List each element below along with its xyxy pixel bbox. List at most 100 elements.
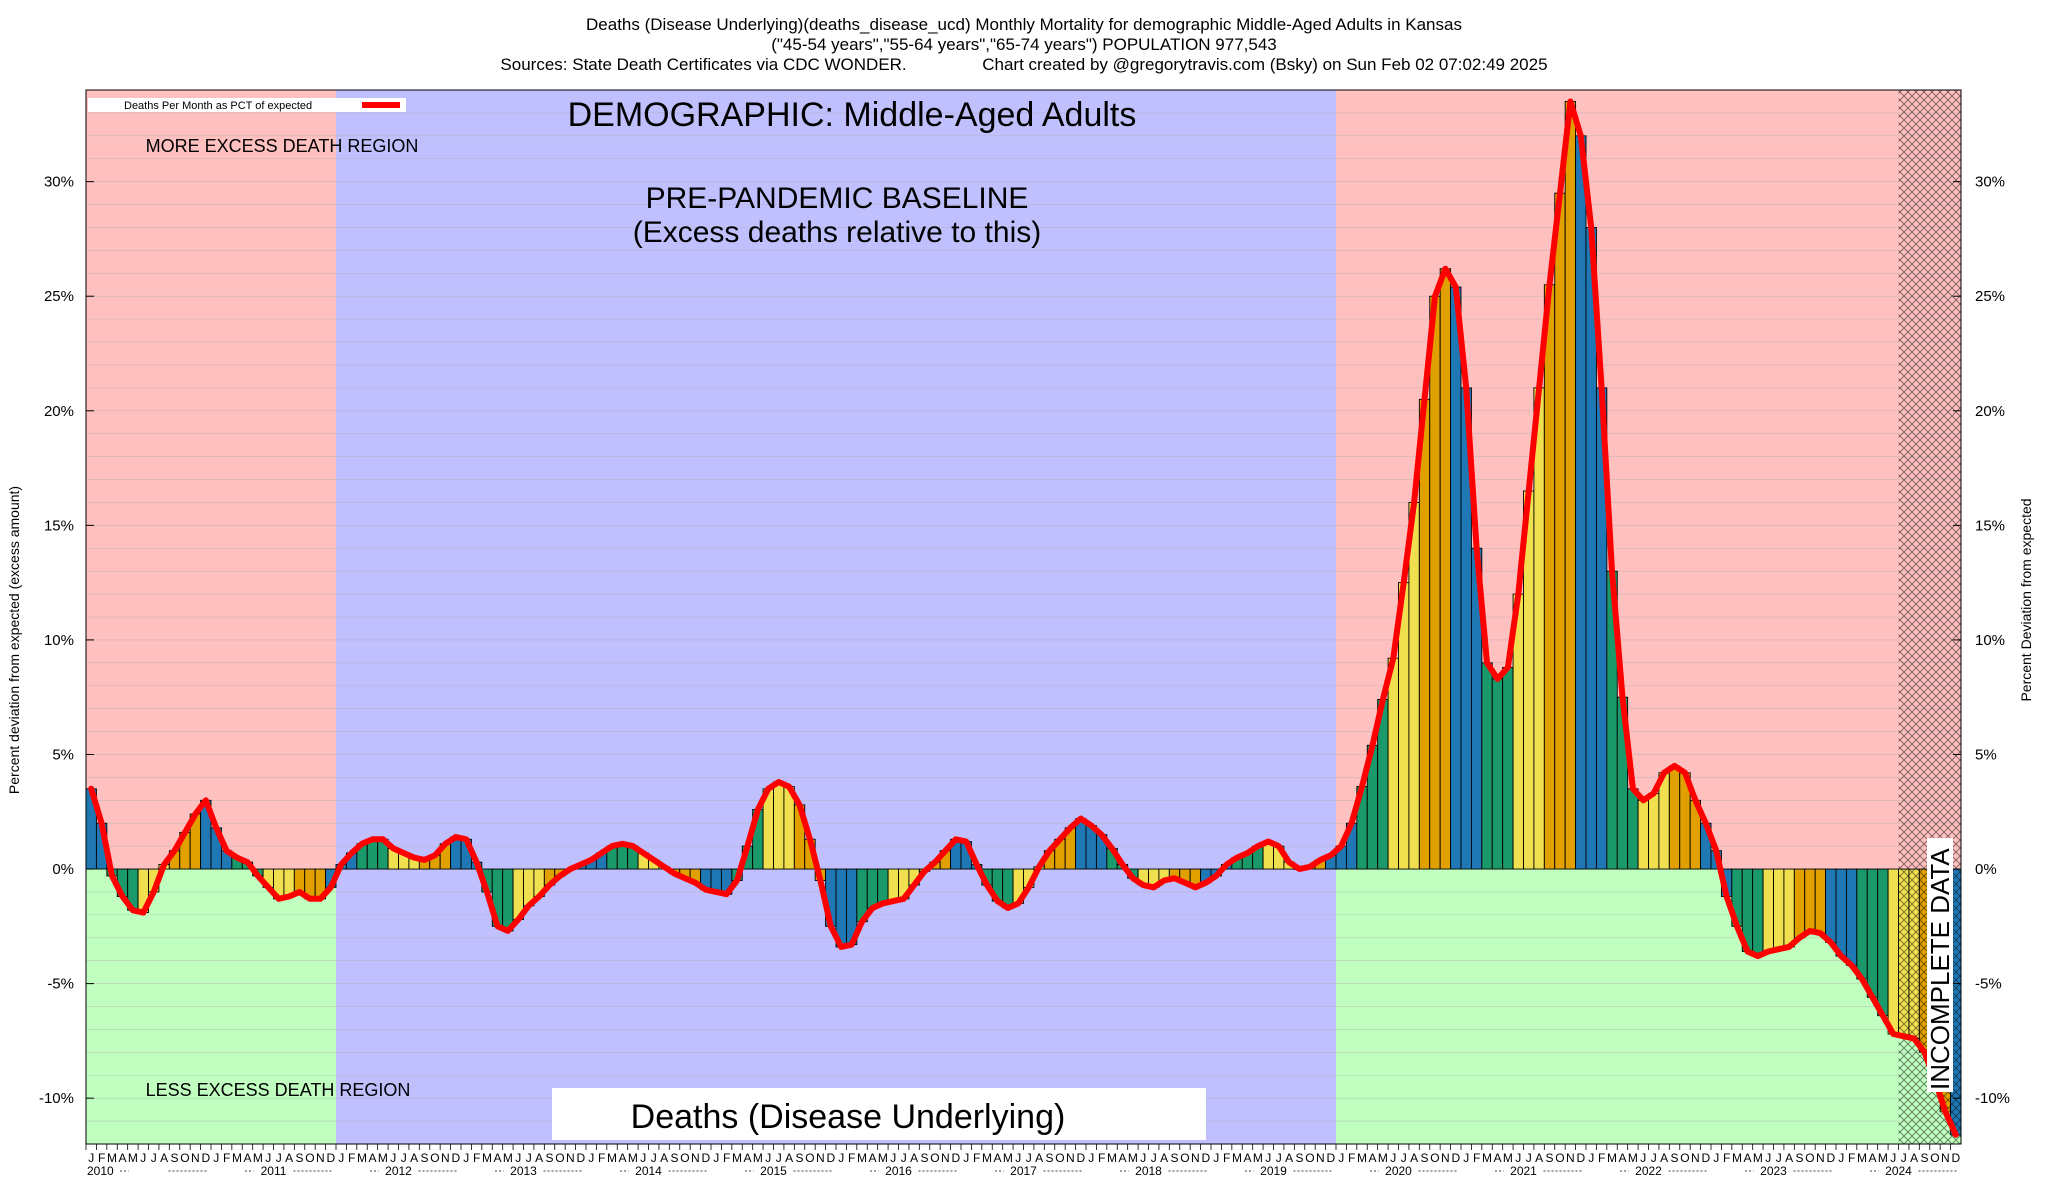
x-year-label: 2013 xyxy=(510,1164,537,1178)
x-year-label: 2016 xyxy=(885,1164,912,1178)
x-month-label: J xyxy=(838,1151,844,1165)
x-month-label: A xyxy=(410,1151,418,1165)
less-excess-label: LESS EXCESS DEATH REGION xyxy=(146,1080,411,1100)
x-month-label: O xyxy=(180,1151,189,1165)
x-month-label: D xyxy=(201,1151,210,1165)
x-month-label: F xyxy=(473,1151,480,1165)
x-month-label: J xyxy=(588,1151,594,1165)
bar xyxy=(1773,868,1785,950)
incomplete-label-box xyxy=(1927,838,1953,1092)
x-month-label: J xyxy=(1390,1151,1396,1165)
x-month-label: S xyxy=(546,1151,554,1165)
x-month-label: D xyxy=(1701,1151,1710,1165)
x-month-label: J xyxy=(526,1151,532,1165)
x-month-label: S xyxy=(921,1151,929,1165)
x-month-label: A xyxy=(743,1151,751,1165)
y-tick-label-right: 5% xyxy=(1975,746,1997,763)
x-month-label: J xyxy=(1713,1151,1719,1165)
x-month-label: M xyxy=(753,1151,763,1165)
x-month-label: M xyxy=(378,1151,388,1165)
x-month-label: J xyxy=(390,1151,396,1165)
y-tick-label-left: -10% xyxy=(39,1090,74,1107)
x-month-label: A xyxy=(493,1151,501,1165)
x-month-label: D xyxy=(951,1151,960,1165)
x-month-label: A xyxy=(1118,1151,1126,1165)
bar xyxy=(1408,501,1420,870)
x-month-label: N xyxy=(566,1151,575,1165)
x-month-label: J xyxy=(213,1151,219,1165)
x-month-label: N xyxy=(816,1151,825,1165)
x-month-label: J xyxy=(713,1151,719,1165)
bar xyxy=(1648,792,1660,870)
x-month-label: M xyxy=(1482,1151,1492,1165)
x-month-label: O xyxy=(1680,1151,1689,1165)
bar xyxy=(1877,868,1889,1017)
x-month-label: J xyxy=(1588,1151,1594,1165)
x-month-label: F xyxy=(1098,1151,1105,1165)
bar xyxy=(1856,868,1868,980)
x-month-label: S xyxy=(421,1151,429,1165)
bar xyxy=(1752,868,1764,957)
x-month-label: F xyxy=(223,1151,230,1165)
x-month-label: A xyxy=(1160,1151,1168,1165)
x-month-label: M xyxy=(1253,1151,1263,1165)
y-tick-label-right: 10% xyxy=(1975,632,2005,649)
x-year-label: 2014 xyxy=(635,1164,662,1178)
baseline-label: PRE-PANDEMIC BASELINE xyxy=(646,182,1029,215)
bar xyxy=(1627,788,1639,870)
x-month-label: D xyxy=(1576,1151,1585,1165)
bar xyxy=(1887,868,1899,1035)
bar xyxy=(1481,662,1493,870)
x-month-label: O xyxy=(1430,1151,1439,1165)
x-month-label: N xyxy=(1691,1151,1700,1165)
x-month-label: J xyxy=(640,1151,646,1165)
x-month-label: J xyxy=(1015,1151,1021,1165)
x-month-label: A xyxy=(1743,1151,1751,1165)
x-month-label: M xyxy=(1857,1151,1867,1165)
x-month-label: F xyxy=(723,1151,730,1165)
x-month-label: J xyxy=(401,1151,407,1165)
x-month-label: O xyxy=(1805,1151,1814,1165)
x-month-label: J xyxy=(1651,1151,1657,1165)
x-month-label: J xyxy=(1901,1151,1907,1165)
x-month-label: N xyxy=(1441,1151,1450,1165)
bar xyxy=(866,868,879,909)
x-month-label: J xyxy=(338,1151,344,1165)
x-month-label: F xyxy=(598,1151,605,1165)
x-month-label: J xyxy=(1338,1151,1344,1165)
bar xyxy=(1554,192,1566,870)
x-month-label: J xyxy=(1776,1151,1782,1165)
bar xyxy=(1804,868,1816,932)
x-month-label: F xyxy=(1473,1151,1480,1165)
x-month-label: M xyxy=(607,1151,617,1165)
x-month-label: A xyxy=(1785,1151,1793,1165)
x-month-label: A xyxy=(1910,1151,1918,1165)
bottom-label-box xyxy=(552,1088,1206,1140)
x-year-label: 2019 xyxy=(1260,1164,1287,1178)
x-month-label: D xyxy=(1076,1151,1085,1165)
x-month-label: A xyxy=(1285,1151,1293,1165)
x-month-label: J xyxy=(1213,1151,1219,1165)
x-month-label: S xyxy=(1796,1151,1804,1165)
x-month-label: J xyxy=(1265,1151,1271,1165)
x-month-label: M xyxy=(982,1151,992,1165)
x-month-label: F xyxy=(348,1151,355,1165)
x-month-label: J xyxy=(1640,1151,1646,1165)
y-tick-label-right: -10% xyxy=(1975,1090,2010,1107)
bar xyxy=(1793,868,1806,939)
x-month-label: M xyxy=(232,1151,242,1165)
x-month-label: D xyxy=(1326,1151,1335,1165)
x-month-label: O xyxy=(1555,1151,1564,1165)
x-month-label: S xyxy=(796,1151,804,1165)
trend-line xyxy=(88,98,1959,1138)
x-month-label: S xyxy=(1671,1151,1679,1165)
x-month-label: M xyxy=(503,1151,513,1165)
x-month-label: A xyxy=(1035,1151,1043,1165)
x-month-label: A xyxy=(285,1151,293,1165)
x-month-label: M xyxy=(1107,1151,1117,1165)
y-tick-label-left: 5% xyxy=(52,746,74,763)
y-tick-label-right: 15% xyxy=(1975,517,2005,534)
x-month-label: M xyxy=(1232,1151,1242,1165)
chart-title-line-1: Deaths (Disease Underlying)(deaths_disea… xyxy=(586,15,1462,34)
x-month-label: N xyxy=(1941,1151,1950,1165)
